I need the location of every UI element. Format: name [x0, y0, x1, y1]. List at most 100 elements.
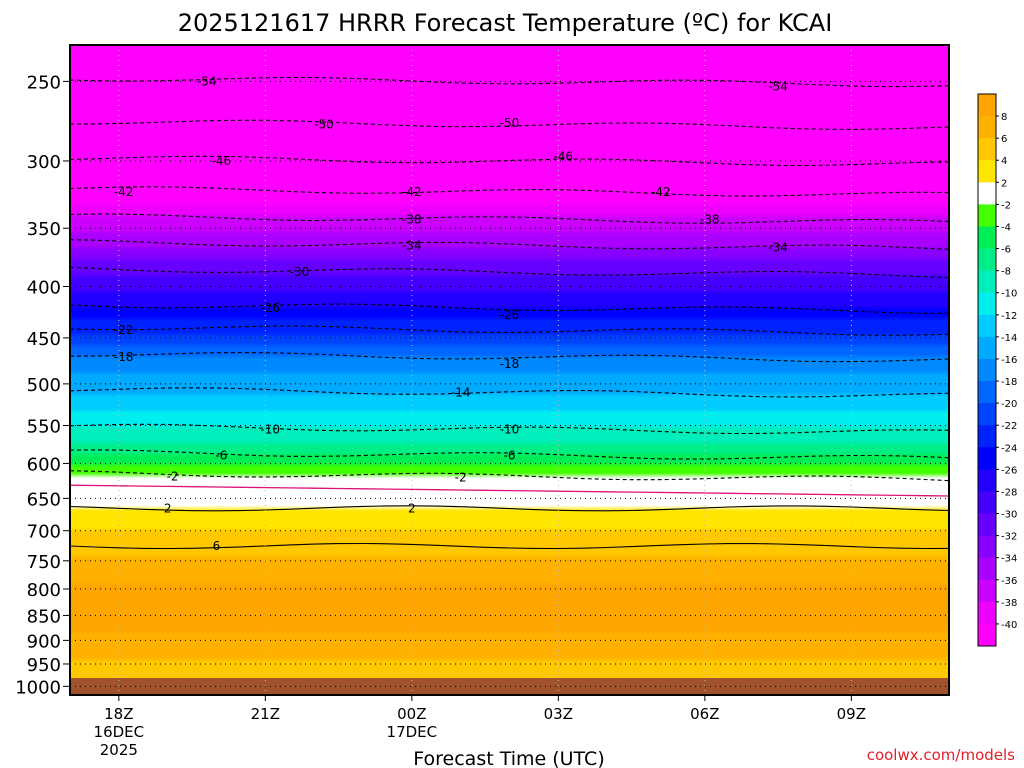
colorbar-label: -4 — [1001, 222, 1011, 233]
contour-label: -50 — [314, 118, 334, 132]
colorbar-frame — [977, 93, 997, 647]
colorbar-label: -20 — [1001, 399, 1017, 410]
x-tick-18Z: 18Z — [104, 705, 133, 723]
contour-label: -2 — [167, 469, 179, 483]
plot-area: -54 -54 -50 -50 -46 -46 -42 -42 -42 -38 -38 -34 -34 -… — [70, 45, 949, 695]
x-tick-03Z: 03Z — [544, 705, 573, 723]
contour-label-text: -10 — [260, 422, 280, 436]
contour-label-text: -2 — [455, 471, 467, 485]
x-tick-00Z: 00Z — [397, 705, 426, 723]
contour-label: -22 — [114, 323, 134, 337]
colorbar-swatch — [978, 160, 996, 183]
x-tick-date: 17DEC — [387, 723, 438, 741]
y-tick-400: 400 — [27, 277, 61, 298]
contour-label: -6 — [504, 448, 516, 462]
y-axis: 250 300 350 400 450 500 550 600 650 700 750 800 850 9… — [15, 72, 70, 698]
contour-label: -42 — [651, 185, 671, 199]
contour-label: -6 — [215, 448, 227, 462]
colorbar-label: -30 — [1001, 510, 1017, 521]
y-tick-250: 250 — [27, 72, 61, 93]
x-tick-year: 2025 — [100, 741, 138, 759]
y-tick-1000: 1000 — [15, 677, 61, 698]
x-axis-label: Forecast Time (UTC) — [413, 748, 604, 768]
colorbar-swatch — [978, 491, 996, 515]
contour-label: -38 — [402, 212, 422, 226]
colorbar-label: -18 — [1001, 377, 1017, 388]
colorbar-label: -38 — [1001, 598, 1017, 609]
colorbar-label: -40 — [1001, 620, 1017, 631]
y-tick-600: 600 — [27, 454, 61, 475]
y-tick-350: 350 — [27, 219, 61, 240]
colorbar-label: -8 — [1001, 267, 1011, 278]
colorbar-swatch — [978, 358, 996, 382]
colorbar-swatch — [978, 292, 996, 316]
colorbar-swatch — [978, 557, 996, 581]
contour-label: 6 — [213, 539, 221, 553]
contour-label: -42 — [402, 185, 422, 199]
colorbar-label: -14 — [1001, 333, 1017, 344]
contour-label-text: -50 — [500, 116, 520, 130]
contour-label: -26 — [260, 301, 280, 315]
contour-label-text: -54 — [768, 80, 788, 94]
colorbar-swatch — [978, 601, 996, 625]
contour-label-text: -18 — [500, 357, 520, 371]
contour-label: -54 — [197, 74, 217, 88]
contour-label-text: -34 — [402, 238, 422, 252]
contour-label: -54 — [768, 80, 788, 94]
x-tick-21Z: 21Z — [251, 705, 280, 723]
contour-label-text: -26 — [500, 308, 520, 322]
colorbar-swatch — [978, 138, 996, 161]
colorbar-swatch — [978, 425, 996, 448]
colorbar-label: -26 — [1001, 465, 1017, 476]
colorbar-swatch — [978, 447, 996, 470]
y-tick-550: 550 — [27, 416, 61, 437]
colorbar-label: -12 — [1001, 311, 1017, 322]
contour-label-text: 6 — [213, 539, 221, 553]
y-tick-950: 950 — [27, 655, 61, 676]
contour-label: -2 — [455, 471, 467, 485]
x-tick-date: 16DEC — [94, 723, 145, 741]
colorbar-label: 8 — [1001, 112, 1007, 123]
colorbar-label: -28 — [1001, 487, 1017, 498]
contour-label: -26 — [500, 308, 520, 322]
contour-label-text: -50 — [314, 118, 334, 132]
contour-label-text: -26 — [260, 301, 280, 315]
contour-label-text: -2 — [167, 469, 179, 483]
chart-title: 2025121617 HRRR Forecast Temperature (ºC… — [178, 9, 833, 37]
colorbar-swatch — [978, 535, 996, 559]
contour-label: -34 — [768, 241, 788, 255]
colorbar-swatch — [978, 469, 996, 492]
contour-label: -46 — [212, 154, 232, 168]
colorbar-label: -22 — [1001, 421, 1017, 432]
contour-label: -18 — [114, 350, 134, 364]
contour-label-text: -54 — [197, 74, 217, 88]
contour-label: -38 — [700, 212, 720, 226]
y-tick-300: 300 — [27, 152, 61, 173]
contour-label-text: -14 — [451, 386, 471, 400]
colorbar-label: 4 — [1001, 156, 1007, 167]
colorbar-swatch — [978, 623, 996, 647]
contour-label-text: -10 — [500, 422, 520, 436]
colorbar-swatch — [978, 226, 996, 250]
colorbar-label: -2 — [1001, 200, 1011, 211]
contour-lines — [70, 76, 949, 550]
contour-label-text: -38 — [700, 212, 720, 226]
y-tick-700: 700 — [27, 522, 61, 543]
contour-label-text: -30 — [290, 265, 310, 279]
contour-label: -10 — [500, 422, 520, 436]
y-tick-450: 450 — [27, 329, 61, 350]
contour-label-text: -46 — [212, 154, 232, 168]
colorbar-swatch — [978, 403, 996, 426]
contour-label-text: -42 — [114, 185, 134, 199]
contour-label-text: -34 — [768, 241, 788, 255]
contour-label: -34 — [402, 238, 422, 252]
contour-label: -46 — [553, 150, 573, 164]
y-tick-850: 850 — [27, 606, 61, 627]
colorbar: 8 6 4 2 -2 -4 -6 -8 -10 -12 -14 -16 -18 -20 -22 -24 -26 -… — [977, 93, 1017, 647]
y-tick-500: 500 — [27, 375, 61, 396]
colorbar-swatch — [978, 204, 996, 227]
contour-label-text: -18 — [114, 350, 134, 364]
contour-label-text: -6 — [504, 448, 516, 462]
contour-label-text: -42 — [651, 185, 671, 199]
